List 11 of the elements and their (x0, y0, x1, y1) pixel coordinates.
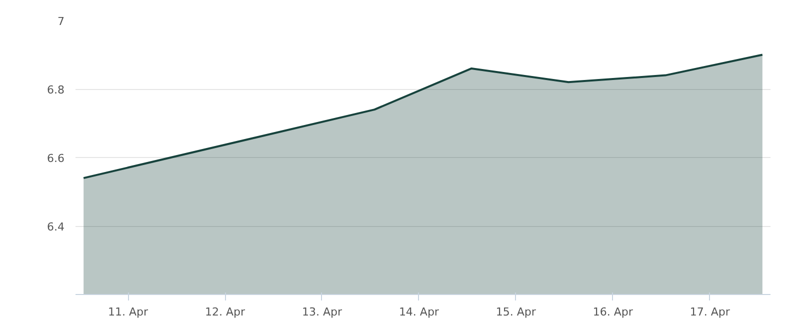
x-tick-label: 13. Apr (302, 306, 342, 318)
y-tick-label: 7 (58, 15, 64, 28)
x-tick-label: 17. Apr (690, 306, 730, 318)
x-tick-label: 11. Apr (108, 306, 149, 318)
y-tick-label: 6.6 (47, 152, 65, 165)
y-tick-label: 6.4 (47, 220, 65, 234)
x-tick-label: 12. Apr (204, 306, 246, 318)
x-tick-label: 14. Apr (398, 306, 440, 318)
x-tick-label: 15. Apr (496, 306, 536, 318)
x-tick-label: 16. Apr (592, 306, 634, 318)
y-tick-label: 6.8 (47, 84, 65, 96)
